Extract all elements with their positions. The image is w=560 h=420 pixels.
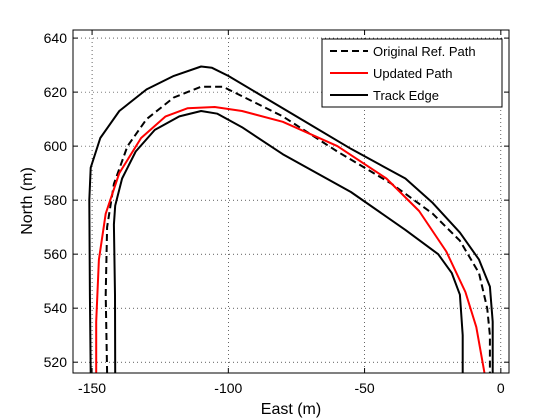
y-tick-label: 600 (44, 138, 68, 154)
series-group (88, 65, 494, 373)
y-axis-label: North (m) (19, 167, 36, 235)
legend-label-original-ref-path: Original Ref. Path (373, 44, 476, 59)
plot-frame (72, 29, 510, 374)
y-tick-label: 560 (44, 246, 68, 262)
legend-label-track-edge: Track Edge (373, 88, 439, 103)
y-tick-label: 620 (44, 84, 68, 100)
y-tick-label: 580 (44, 192, 68, 208)
legend: Original Ref. Path Updated Path Track Ed… (321, 38, 503, 108)
y-tick-label: 540 (44, 300, 68, 316)
grid (73, 30, 509, 373)
x-tick-label: 0 (497, 380, 505, 396)
series-line-track-edge-inner (112, 110, 464, 373)
x-axis-label: East (m) (261, 401, 321, 418)
series-line-updated-path (95, 106, 486, 373)
x-tick-label: -50 (354, 380, 374, 396)
series-line-original-ref-path (104, 85, 491, 373)
x-tick-label: -100 (214, 380, 242, 396)
ticks: -150 -100 -50 0 520 540 560 580 600 620 640 (44, 30, 509, 396)
series-line-track-edge (88, 65, 494, 373)
x-tick-label: -150 (78, 380, 106, 396)
y-tick-label: 640 (44, 30, 68, 46)
y-tick-label: 520 (44, 354, 68, 370)
legend-label-updated-path: Updated Path (373, 66, 453, 81)
